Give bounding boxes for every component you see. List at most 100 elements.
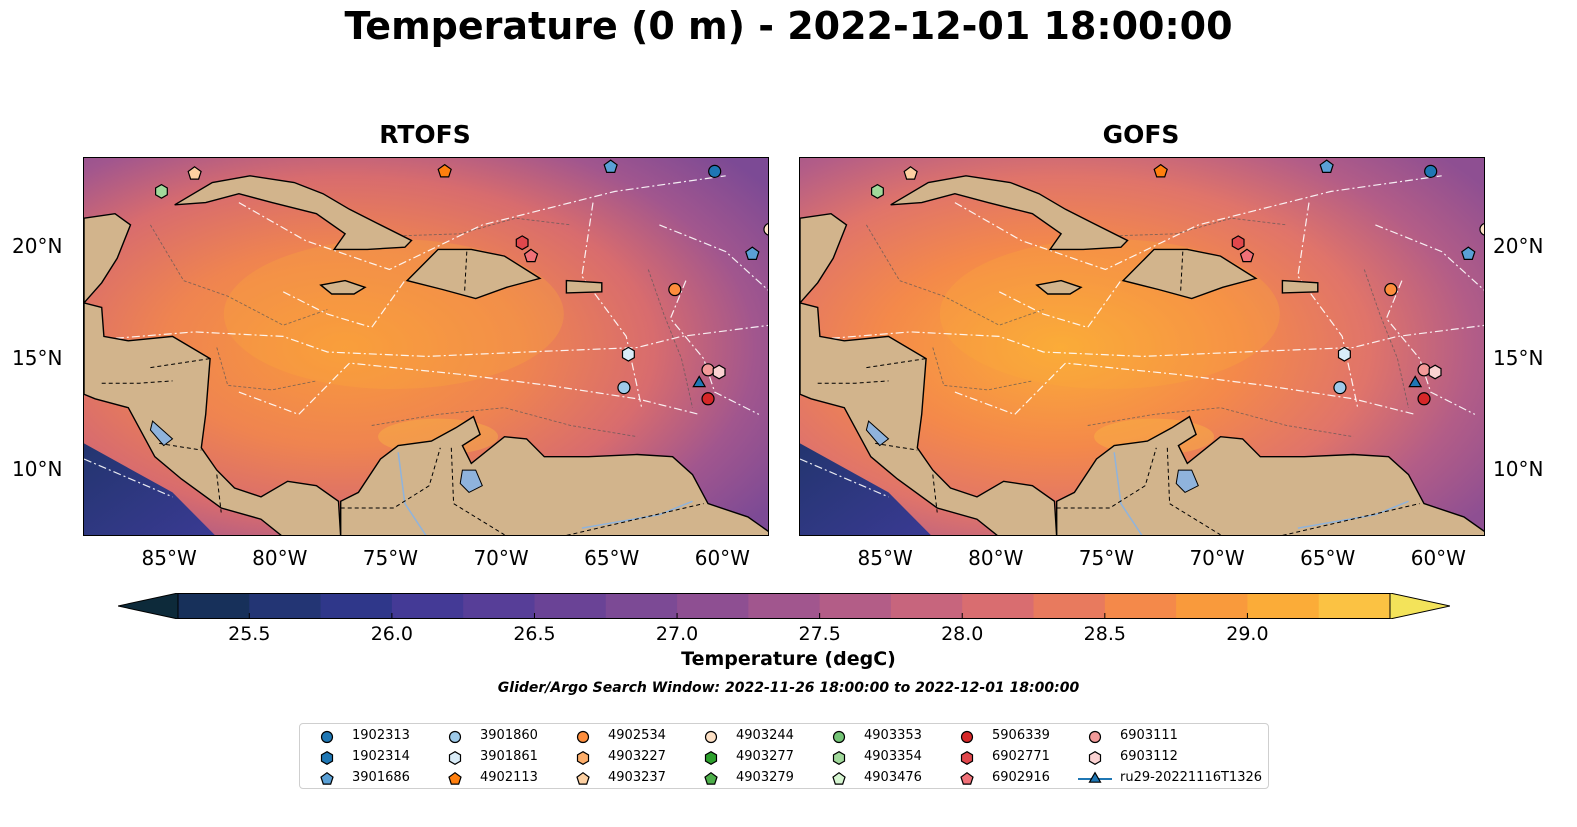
land-yucatan: [800, 212, 848, 304]
country-border: [866, 358, 927, 369]
y-tick-label: 20°N: [12, 234, 63, 259]
marker-3901861[interactable]: [621, 346, 635, 362]
legend-marker[interactable]: [960, 771, 974, 785]
legend-marker[interactable]: [576, 730, 590, 744]
colorbar: [117, 592, 1451, 620]
legend-marker[interactable]: [960, 730, 974, 744]
x-tick-label: 65°W: [584, 546, 640, 570]
marker-4903354[interactable]: [870, 183, 884, 199]
legend-marker[interactable]: [448, 730, 462, 744]
legend-marker[interactable]: [832, 771, 846, 785]
eez-boundary: [581, 202, 643, 408]
country-border: [932, 474, 938, 513]
legend-marker[interactable]: [320, 771, 334, 785]
country-border: [875, 442, 918, 451]
colorbar-bin: [677, 593, 749, 619]
colorbar-tick-label: 25.5: [228, 623, 271, 645]
marker-4902534[interactable]: [668, 282, 682, 297]
marker-3901686[interactable]: [1461, 246, 1476, 261]
marker-3901860[interactable]: [1333, 381, 1347, 395]
bathymetry-contour: [216, 347, 317, 391]
marker-4903244[interactable]: [763, 223, 769, 236]
land-southam: [1056, 415, 1484, 535]
marker-ru29-20221116T1326[interactable]: [1408, 375, 1423, 388]
legend-marker[interactable]: [704, 730, 718, 744]
bathymetry-contour: [393, 217, 571, 237]
legend-marker[interactable]: [448, 771, 462, 785]
legend-label: 6903111: [1120, 728, 1178, 743]
legend-marker[interactable]: [704, 751, 718, 765]
y-tick-label: 10°N: [12, 457, 63, 482]
legend-marker[interactable]: [960, 751, 974, 765]
marker-4903354[interactable]: [154, 183, 168, 199]
pacific-cool-water: [84, 443, 215, 535]
legend-marker[interactable]: [704, 771, 718, 785]
panel-title-rtofs: RTOFS: [379, 120, 471, 149]
eez-boundary: [1385, 280, 1476, 415]
country-border: [216, 474, 222, 513]
land-jamaica: [1035, 279, 1083, 295]
legend-marker[interactable]: [1088, 751, 1102, 765]
legend-marker[interactable]: [320, 730, 334, 744]
eez-boundary: [659, 224, 768, 291]
bathymetry-contour: [371, 407, 638, 438]
river: [1113, 452, 1143, 535]
colorbar-bin: [178, 593, 250, 619]
legend-marker[interactable]: [320, 751, 334, 765]
marker-1902313[interactable]: [1424, 164, 1438, 178]
colorbar-tick-label: 29.0: [1226, 623, 1269, 645]
legend-marker[interactable]: [832, 751, 846, 765]
marker-6903111[interactable]: [701, 363, 715, 377]
land-hispaniola: [1121, 248, 1258, 300]
x-tick-label: 60°W: [1410, 546, 1466, 570]
marker-3901686[interactable]: [603, 159, 618, 173]
marker-3901861[interactable]: [1337, 346, 1351, 362]
colorbar-bin: [463, 593, 535, 619]
legend-marker[interactable]: [832, 730, 846, 744]
legend-marker[interactable]: [448, 751, 462, 765]
marker-6903112[interactable]: [712, 364, 726, 380]
marker-1902313[interactable]: [708, 164, 722, 178]
bathymetry-contour: [150, 224, 328, 326]
bathymetry-contour: [1087, 407, 1354, 438]
marker-4902113[interactable]: [1153, 163, 1168, 178]
marker-5906339[interactable]: [1417, 392, 1431, 406]
map-gofs[interactable]: [799, 157, 1485, 536]
colorbar-bin: [1176, 593, 1248, 619]
legend-marker[interactable]: [1088, 730, 1102, 744]
marker-6902771[interactable]: [515, 235, 529, 251]
map-rtofs[interactable]: [83, 157, 769, 536]
eez-boundary: [282, 280, 406, 329]
legend-label: 3901861: [480, 749, 538, 764]
legend-marker[interactable]: [1088, 771, 1102, 783]
x-tick-label: 80°W: [968, 546, 1024, 570]
marker-5906339[interactable]: [701, 392, 715, 406]
colorbar-bin: [1247, 593, 1320, 619]
marker-6902916[interactable]: [523, 248, 539, 263]
marker-4902113[interactable]: [437, 163, 452, 178]
bathymetry-contour: [866, 224, 1044, 326]
land-puertorico: [1281, 279, 1319, 294]
land-hispaniola: [405, 248, 542, 300]
marker-4902534[interactable]: [1384, 282, 1398, 297]
marker-3901686[interactable]: [745, 246, 760, 261]
marker-3901686[interactable]: [1319, 159, 1334, 173]
x-tick-label: 85°W: [857, 546, 913, 570]
legend-marker[interactable]: [576, 771, 590, 785]
marker-6902916[interactable]: [1239, 248, 1255, 263]
bathymetry-contour: [1109, 217, 1287, 237]
marker-4903237[interactable]: [187, 166, 202, 180]
marker-4903237[interactable]: [903, 166, 918, 180]
lake: [459, 469, 483, 494]
marker-ru29-20221116T1326[interactable]: [692, 375, 707, 388]
marker-4903244[interactable]: [1479, 223, 1485, 236]
colorbar-bin: [320, 593, 393, 619]
marker-3901860[interactable]: [617, 381, 631, 395]
marker-6902771[interactable]: [1231, 235, 1245, 251]
marker-6903111[interactable]: [1417, 363, 1431, 377]
land-puertorico: [565, 279, 603, 294]
legend-marker[interactable]: [576, 751, 590, 765]
marker-6903112[interactable]: [1428, 364, 1442, 380]
colorbar-tick-label: 27.0: [655, 623, 699, 645]
colorbar-tick-label: 26.0: [370, 623, 414, 645]
